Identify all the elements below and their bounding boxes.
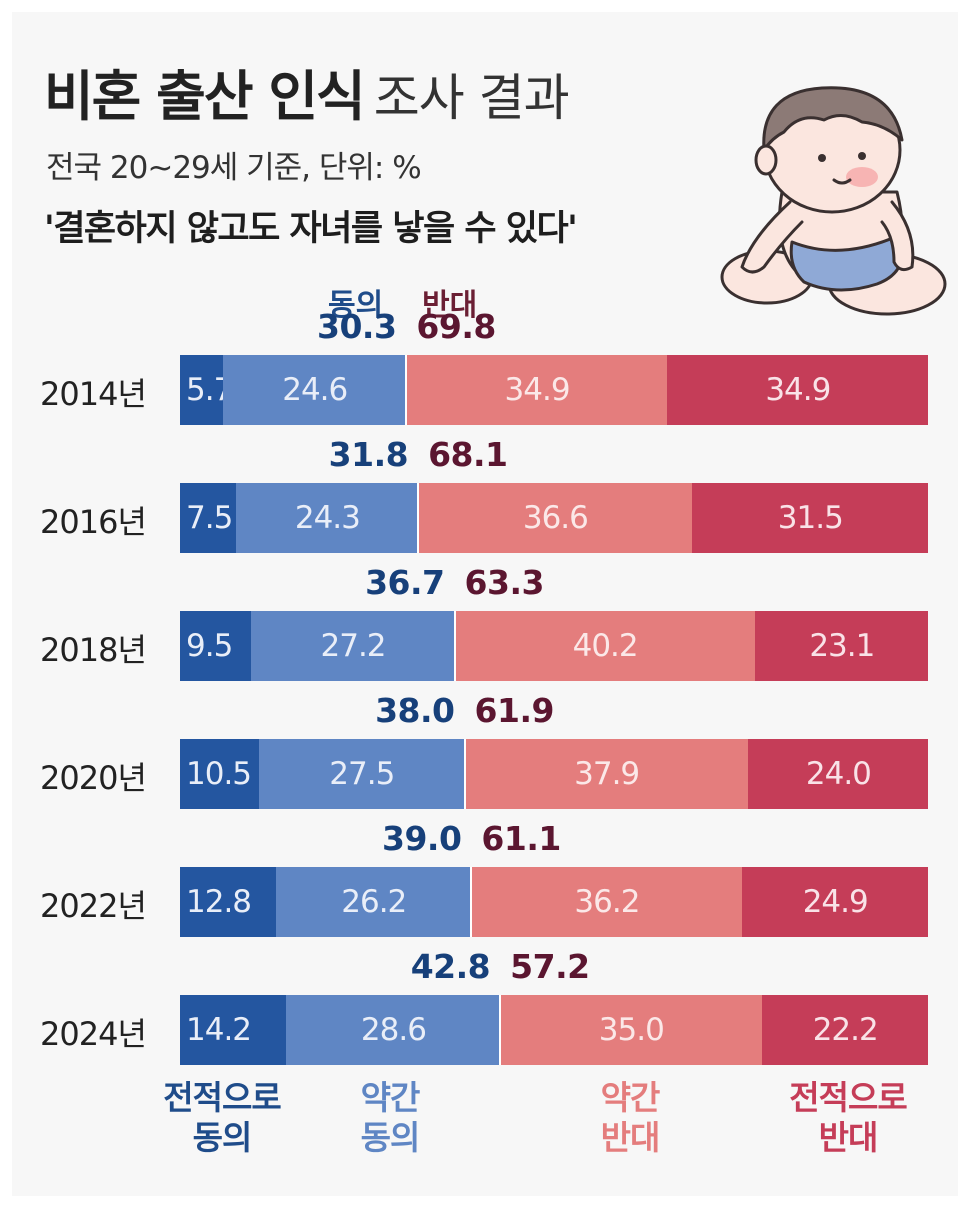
oppose-total-label: 68.1 [428,435,508,474]
bar-segment-somewhat-oppose: 37.9 [464,739,749,809]
baby-illustration [720,86,947,316]
legend-label: 반대 [600,1118,661,1157]
bar-segment-strongly-agree: 12.8 [180,867,277,937]
oppose-total-label: 57.2 [510,947,590,986]
legend-label: 전적으로 [163,1078,281,1117]
bar-segment-strongly-oppose: 34.9 [667,355,929,425]
year-label: 2020년 [40,759,147,797]
stacked-bar: 9.5 27.2 40.2 23.1 [180,611,929,681]
year-label: 2014년 [40,375,147,413]
agree-total-label: 39.0 [382,819,462,858]
legend-label: 반대 [818,1118,879,1157]
stacked-bar: 12.8 26.2 36.2 24.9 [180,867,929,937]
agree-total-label: 30.3 [316,307,397,346]
stacked-bar: 5.724.634.934.9 [180,355,929,425]
agree-oppose-divider [499,995,502,1065]
year-label: 2016년 [40,503,147,541]
bar-segment-somewhat-agree: 28.6 [286,995,501,1065]
oppose-total-label: 61.9 [474,691,555,730]
bar-segment-somewhat-oppose: 35.0 [500,995,763,1065]
legend-somewhat-oppose: 약간 반대 [570,1078,690,1158]
title-bold: 비혼 출산 인식 [44,65,366,128]
agree-total-label: 42.8 [410,947,491,986]
legend-label: 약간 [600,1078,661,1117]
bar-segment-strongly-oppose: 24.9 [741,867,929,937]
subtitle: 전국 20~29세 기준, 단위: % [46,150,422,186]
stacked-bar: 7.5 24.3 36.6 31.5 [180,483,929,553]
agree-total-label: 36.7 [365,563,445,602]
bar-segment-strongly-oppose: 31.5 [692,483,929,553]
bar-segment-strongly-oppose: 23.1 [755,611,929,681]
year-label: 2018년 [40,631,147,669]
bar-segment-somewhat-oppose: 40.2 [454,611,756,681]
bar-segment-somewhat-agree: 27.2 [251,611,455,681]
agree-oppose-divider [453,611,456,681]
page-title: 비혼 출산 인식 조사 결과 [44,52,570,131]
agree-oppose-divider [417,483,420,553]
year-label: 2022년 [40,887,147,925]
oppose-header: 반대 [422,288,478,323]
bar-segment-strongly-oppose: 24.0 [748,739,929,809]
title-light: 조사 결과 [373,69,570,127]
bar-segment-somewhat-agree: 27.5 [258,739,465,809]
agree-oppose-divider [463,739,466,809]
agree-header: 동의 [328,288,384,323]
legend-label: 전적으로 [789,1078,907,1117]
bar-segment-somewhat-agree: 24.6 [222,355,407,425]
year-label: 2024년 [40,1015,147,1053]
infographic: 비혼 출산 인식 조사 결과 전국 20~29세 기준, 단위: % '결혼하지 … [12,12,958,1196]
bar-segment-strongly-agree: 10.5 [180,739,260,809]
legend-somewhat-agree: 약간 동의 [330,1078,450,1158]
legend-strongly-agree: 전적으로 동의 [142,1078,302,1158]
legend-label: 동의 [192,1118,253,1157]
stacked-bar: 14.2 28.6 35.0 22.2 [180,995,929,1065]
legend-label: 약간 [360,1078,421,1117]
agree-oppose-divider [405,355,408,425]
agree-total-label: 31.8 [328,435,409,474]
agree-oppose-divider [470,867,473,937]
oppose-total-label: 61.1 [481,819,561,858]
bar-segment-strongly-agree: 9.5 [180,611,252,681]
bar-segment-somewhat-agree: 24.3 [236,483,419,553]
oppose-total-label: 69.8 [416,307,496,346]
bar-segment-somewhat-oppose: 36.6 [418,483,693,553]
legend-strongly-oppose: 전적으로 반대 [768,1078,928,1158]
bar-segment-strongly-agree: 7.5 [180,483,237,553]
survey-question: '결혼하지 않고도 자녀를 낳을 수 있다' [44,209,578,249]
bar-segment-strongly-agree: 5.7 [180,355,224,425]
oppose-total-label: 63.3 [464,563,545,602]
agree-total-label: 38.0 [375,691,455,730]
bar-segment-strongly-oppose: 22.2 [761,995,929,1065]
stacked-bar: 10.5 27.5 37.9 24.0 [180,739,929,809]
legend-label: 동의 [360,1118,421,1157]
bar-segment-somewhat-oppose: 34.9 [406,355,668,425]
bar-segment-somewhat-oppose: 36.2 [471,867,743,937]
bar-segment-strongly-agree: 14.2 [180,995,287,1065]
bar-segment-somewhat-agree: 26.2 [275,867,472,937]
